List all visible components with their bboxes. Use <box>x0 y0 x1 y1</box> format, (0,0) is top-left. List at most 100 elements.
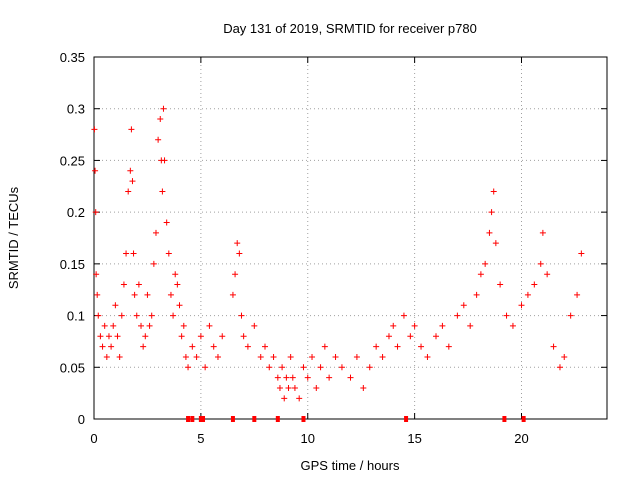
data-point <box>283 374 290 381</box>
data-point <box>467 322 474 329</box>
data-point <box>95 312 102 319</box>
data-point <box>118 312 125 319</box>
data-point <box>167 291 174 298</box>
data-point <box>92 209 99 216</box>
data-point <box>93 271 100 278</box>
data-point <box>159 188 166 195</box>
data-point <box>270 353 277 360</box>
chart-title: Day 131 of 2019, SRMTID for receiver p78… <box>223 21 477 36</box>
data-point <box>155 136 162 143</box>
zero-value-marker <box>275 416 280 422</box>
data-point <box>202 364 209 371</box>
data-point <box>539 229 546 236</box>
data-point <box>178 333 185 340</box>
data-point <box>418 343 425 350</box>
zero-value-marker <box>198 416 203 422</box>
data-point <box>131 291 138 298</box>
data-point <box>332 353 339 360</box>
data-point <box>123 250 130 257</box>
x-axis-ticks: 0 5 10 15 20 <box>90 57 529 446</box>
data-point <box>296 395 303 402</box>
data-point <box>99 343 106 350</box>
data-point <box>347 374 354 381</box>
data-point <box>304 374 311 381</box>
data-point <box>229 291 236 298</box>
data-point <box>244 343 251 350</box>
data-point <box>236 250 243 257</box>
data-point <box>152 229 159 236</box>
data-point <box>317 364 324 371</box>
data-point <box>214 353 221 360</box>
x-tick-label: 0 <box>90 431 97 446</box>
y-tick-label: 0.2 <box>67 205 85 220</box>
data-point <box>488 209 495 216</box>
data-point <box>138 322 145 329</box>
data-point <box>556 364 563 371</box>
data-point <box>454 312 461 319</box>
data-point <box>182 353 189 360</box>
data-point <box>366 364 373 371</box>
data-point <box>313 384 320 391</box>
data-point <box>170 312 177 319</box>
data-point <box>567 312 574 319</box>
data-point <box>537 260 544 267</box>
data-point <box>411 322 418 329</box>
data-point <box>276 384 283 391</box>
y-tick-label: 0.1 <box>67 309 85 324</box>
y-tick-label: 0.35 <box>60 50 85 65</box>
data-point <box>238 312 245 319</box>
zero-value-marker <box>186 416 191 422</box>
x-tick-label: 10 <box>301 431 315 446</box>
data-point <box>172 271 179 278</box>
data-point <box>473 291 480 298</box>
data-point <box>373 343 380 350</box>
data-point <box>578 250 585 257</box>
data-point <box>531 281 538 288</box>
data-point <box>251 322 258 329</box>
x-axis-label: GPS time / hours <box>301 458 400 473</box>
data-point <box>309 353 316 360</box>
data-point <box>561 353 568 360</box>
data-point <box>509 322 516 329</box>
data-point <box>144 291 151 298</box>
data-point <box>338 364 345 371</box>
y-tick-label: 0.3 <box>67 102 85 117</box>
data-point <box>390 322 397 329</box>
y-tick-label: 0.05 <box>60 360 85 375</box>
x-tick-label: 15 <box>407 431 421 446</box>
data-point <box>105 333 112 340</box>
data-point <box>128 126 135 133</box>
data-point <box>157 116 164 123</box>
data-point <box>287 353 294 360</box>
data-point <box>240 333 247 340</box>
data-point <box>445 343 452 350</box>
data-point <box>112 302 119 309</box>
data-point <box>116 353 123 360</box>
data-point <box>133 312 140 319</box>
data-point <box>110 322 117 329</box>
data-point <box>385 333 392 340</box>
data-point <box>125 188 132 195</box>
data-point <box>433 333 439 340</box>
data-point <box>550 343 557 350</box>
zero-value-marker <box>404 416 409 422</box>
data-point <box>210 343 217 350</box>
data-point <box>92 167 99 174</box>
data-point <box>142 333 149 340</box>
zero-value-marker <box>301 416 306 422</box>
data-point <box>439 322 446 329</box>
data-point <box>189 343 196 350</box>
data-point <box>127 167 134 174</box>
data-point <box>140 343 147 350</box>
data-point <box>94 291 101 298</box>
zero-value-markers <box>186 416 526 422</box>
data-point <box>197 333 204 340</box>
data-point <box>379 353 386 360</box>
x-tick-label: 5 <box>197 431 204 446</box>
data-point <box>518 302 525 309</box>
data-point <box>321 343 328 350</box>
data-point <box>394 343 401 350</box>
data-point <box>219 333 226 340</box>
data-point <box>281 395 288 402</box>
